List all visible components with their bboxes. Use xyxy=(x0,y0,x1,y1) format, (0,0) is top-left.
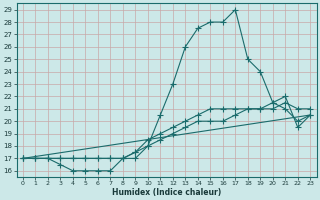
X-axis label: Humidex (Indice chaleur): Humidex (Indice chaleur) xyxy=(112,188,221,197)
